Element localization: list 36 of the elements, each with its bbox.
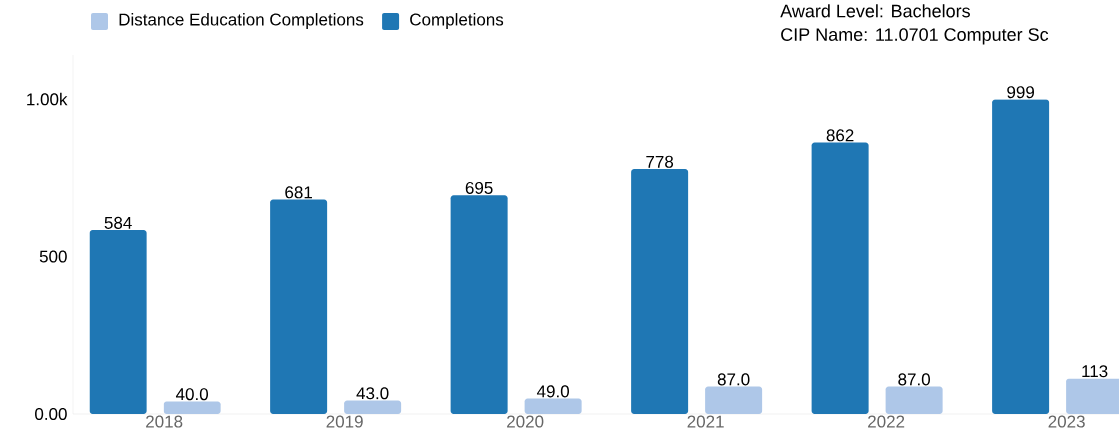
bar xyxy=(992,99,1050,414)
data-label: 40.0 xyxy=(175,388,209,401)
bar xyxy=(524,398,582,414)
data-label: 43.0 xyxy=(356,387,389,400)
y-tick-label: 0.00 xyxy=(35,407,67,421)
legend-label: Distance Education Completions xyxy=(119,13,364,29)
bar xyxy=(705,386,763,414)
bar xyxy=(811,142,869,414)
data-label: 49.0 xyxy=(536,385,570,398)
bar xyxy=(344,400,402,414)
x-tick-label: 2022 xyxy=(868,415,905,428)
data-label: 87.0 xyxy=(717,373,750,386)
data-label: 584 xyxy=(104,216,132,229)
x-tick-label: 2019 xyxy=(326,415,363,428)
legend-label: Completions xyxy=(410,13,504,29)
data-label: 681 xyxy=(285,186,312,199)
text: CIP Name: 11.0701 Computer Sc xyxy=(781,28,1049,45)
bar xyxy=(89,230,147,414)
bar xyxy=(631,169,689,414)
x-tick-label: 2020 xyxy=(507,415,544,428)
data-label: 695 xyxy=(465,181,493,194)
data-label: 87.0 xyxy=(898,373,930,386)
data-label: 999 xyxy=(1007,86,1034,99)
data-label: 862 xyxy=(826,129,854,142)
text: Award Level: Bachelors xyxy=(780,4,970,18)
data-label: 778 xyxy=(646,155,674,168)
y-tick-label: 500 xyxy=(39,250,67,263)
x-tick-label: 2018 xyxy=(146,415,183,428)
x-tick-label: 2021 xyxy=(687,415,724,428)
bar xyxy=(450,195,508,414)
bar xyxy=(163,401,221,414)
x-tick-label: 2023 xyxy=(1048,415,1085,428)
bar xyxy=(270,199,328,414)
data-label: 113 xyxy=(1082,365,1108,378)
bar xyxy=(885,386,943,414)
y-tick-label: 1.00k xyxy=(27,92,68,106)
